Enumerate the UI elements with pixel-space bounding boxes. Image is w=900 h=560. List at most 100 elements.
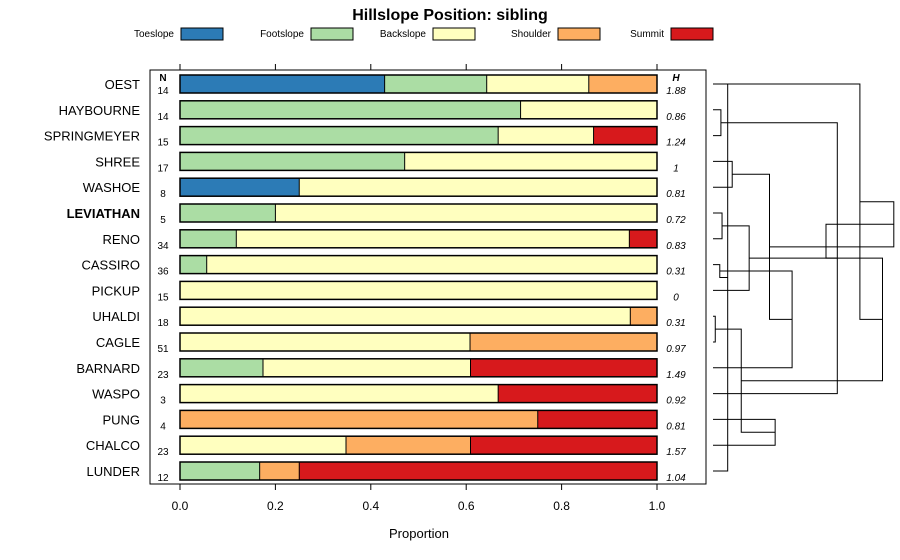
bar-segment-backslope: [180, 333, 471, 351]
h-value: 0.81: [666, 189, 685, 200]
bar-row-shree: SHREE 17 1: [95, 151, 679, 174]
bar-row-waspo: WASPO 3 0.92: [92, 383, 686, 407]
row-label: WASPO: [92, 387, 140, 402]
bar-segment-footslope: [180, 204, 276, 222]
bar-segment-summit: [629, 229, 658, 248]
n-value: 3: [160, 396, 166, 407]
bar-segment-summit: [470, 436, 657, 455]
bar-row-reno: RENO 34 0.83: [102, 229, 686, 252]
bar-segment-shoulder: [588, 75, 657, 93]
x-axis-label: Proportion: [389, 526, 449, 541]
row-label: PICKUP: [92, 283, 140, 298]
legend-swatch-toeslope: [180, 27, 224, 41]
row-label: CASSIRO: [81, 258, 140, 273]
x-axis: 0.0 0.2 0.4 0.6 0.8 1.0: [172, 64, 666, 513]
row-label: UHALDI: [92, 309, 140, 324]
bar-outline: [179, 409, 658, 430]
n-value: 8: [160, 189, 166, 200]
bar-outline: [179, 100, 658, 120]
row-label: HAYBOURNE: [59, 103, 141, 118]
bar-segment-summit: [593, 126, 657, 145]
bar-segment-backslope: [275, 204, 657, 222]
h-value: 0.83: [666, 241, 686, 252]
bar-row-pickup: PICKUP 15 0: [92, 280, 679, 303]
bar-segment-backslope: [404, 152, 657, 171]
bar-segment-footslope: [384, 75, 487, 93]
row-label: CHALCO: [86, 438, 140, 453]
bar-outline: [179, 229, 658, 249]
bar-outline: [179, 125, 658, 146]
bar-row-cassiro: CASSIRO 36 0.31: [81, 254, 686, 278]
h-value: 0.31: [666, 267, 685, 278]
n-value: 51: [157, 344, 169, 355]
bar-row-washoe: WASHOE 8 0.81: [83, 177, 686, 200]
n-value: 23: [157, 370, 169, 381]
legend-label-toeslope: Toeslope: [134, 29, 174, 40]
x-tick-label: 0.8: [553, 499, 570, 513]
bar-outline: [179, 435, 658, 455]
row-label: RENO: [102, 232, 140, 247]
h-value: 0.72: [666, 215, 686, 226]
bar-outline: [179, 306, 658, 326]
bar-outline: [179, 151, 658, 172]
row-label: PUNG: [102, 412, 140, 427]
bar-row-chalco: CHALCO 23 1.57: [86, 435, 686, 458]
row-label: LUNDER: [87, 464, 140, 479]
dendrogram-branch: [713, 315, 716, 343]
bar-outline: [179, 280, 658, 301]
bar-segment-backslope: [180, 384, 499, 403]
dendrogram: [713, 83, 895, 472]
n-column-header: N: [159, 73, 166, 84]
n-value: 14: [157, 112, 169, 123]
h-value: 1.49: [666, 370, 686, 381]
h-value: 1.57: [666, 447, 686, 458]
n-value: 18: [157, 318, 169, 329]
x-tick-label: 0.2: [267, 499, 284, 513]
h-value: 1.88: [666, 86, 686, 97]
bar-outline: [179, 358, 658, 378]
bar-segment-footslope: [180, 229, 237, 248]
bar-segment-summit: [470, 358, 657, 377]
legend-swatch-backslope: [432, 27, 476, 41]
bar-outline: [179, 203, 658, 223]
bar-outline: [179, 383, 658, 404]
dendrogram-branch: [713, 83, 883, 320]
bar-segment-summit: [498, 384, 657, 403]
bar-outline: [179, 461, 658, 481]
n-value: 12: [157, 473, 169, 484]
legend-swatch-footslope: [310, 27, 354, 41]
legend-swatch-summit: [670, 27, 714, 41]
dendrogram-branch: [713, 109, 722, 137]
bar-segment-summit: [537, 410, 657, 429]
bar-segment-backslope: [486, 75, 589, 93]
bar-segment-backslope: [180, 436, 346, 455]
bar-segment-backslope: [498, 126, 594, 145]
row-label: WASHOE: [83, 180, 141, 195]
legend-label-footslope: Footslope: [260, 29, 304, 40]
row-label: BARNARD: [76, 361, 140, 376]
bar-segment-shoulder: [470, 333, 657, 351]
h-value: 0.81: [666, 421, 685, 432]
chart-title: Hillslope Position: sibling: [352, 7, 548, 24]
bar-row-springmeyer: SPRINGMEYER 15 1.24: [44, 125, 686, 149]
bar-row-haybourne: HAYBOURNE 14 0.86: [59, 100, 686, 123]
row-label: SPRINGMEYER: [44, 129, 140, 144]
n-value: 23: [157, 447, 169, 458]
n-value: 15: [157, 292, 169, 303]
row-label: LEVIATHAN: [67, 206, 140, 221]
bar-segment-shoulder: [259, 462, 300, 480]
n-value: 14: [157, 86, 169, 97]
n-value: 5: [160, 215, 166, 226]
bar-segment-toeslope: [180, 178, 300, 197]
plot-panel: [149, 69, 707, 485]
n-value: 4: [160, 421, 166, 432]
bar-segment-shoulder: [345, 436, 471, 455]
h-value: 0.92: [666, 396, 686, 407]
bar-segment-footslope: [180, 100, 521, 119]
h-value: 1.04: [666, 473, 686, 484]
x-tick-label: 0.6: [458, 499, 475, 513]
bar-segment-shoulder: [630, 307, 657, 326]
dendrogram-branch: [713, 225, 750, 291]
